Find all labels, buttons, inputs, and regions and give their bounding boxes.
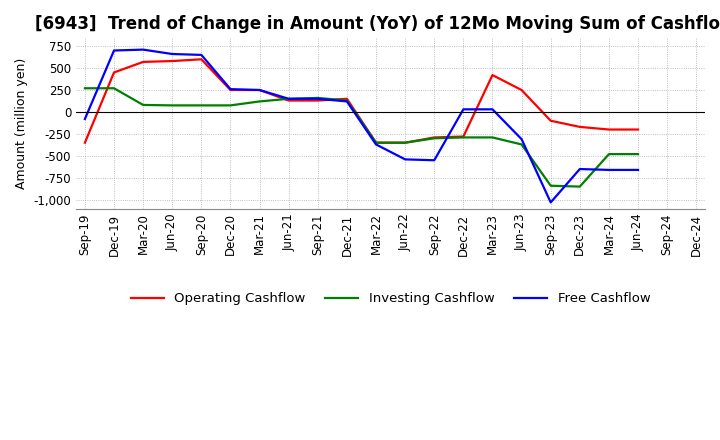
Operating Cashflow (488, 73, 497, 78)
Free Cashflow (605, 167, 613, 172)
Operating Cashflow (197, 57, 206, 62)
Line: Operating Cashflow: Operating Cashflow (85, 59, 638, 143)
Investing Cashflow (634, 151, 642, 157)
Free Cashflow (168, 51, 176, 57)
Operating Cashflow (401, 140, 410, 145)
Free Cashflow (256, 88, 264, 93)
Investing Cashflow (109, 86, 118, 91)
Investing Cashflow (546, 183, 555, 188)
Investing Cashflow (284, 96, 293, 102)
Operating Cashflow (139, 59, 148, 65)
Legend: Operating Cashflow, Investing Cashflow, Free Cashflow: Operating Cashflow, Investing Cashflow, … (125, 287, 656, 311)
Free Cashflow (430, 158, 438, 163)
Operating Cashflow (81, 140, 89, 145)
Investing Cashflow (488, 135, 497, 140)
Operating Cashflow (372, 140, 380, 145)
Investing Cashflow (605, 151, 613, 157)
Line: Investing Cashflow: Investing Cashflow (85, 88, 638, 187)
Y-axis label: Amount (million yen): Amount (million yen) (15, 57, 28, 189)
Free Cashflow (139, 47, 148, 52)
Operating Cashflow (109, 70, 118, 75)
Free Cashflow (372, 142, 380, 147)
Operating Cashflow (517, 88, 526, 93)
Operating Cashflow (313, 98, 322, 103)
Free Cashflow (401, 157, 410, 162)
Operating Cashflow (284, 98, 293, 103)
Operating Cashflow (459, 134, 468, 139)
Free Cashflow (459, 106, 468, 112)
Free Cashflow (634, 167, 642, 172)
Operating Cashflow (575, 124, 584, 129)
Operating Cashflow (168, 59, 176, 64)
Investing Cashflow (459, 135, 468, 140)
Operating Cashflow (226, 88, 235, 93)
Operating Cashflow (343, 96, 351, 102)
Operating Cashflow (634, 127, 642, 132)
Title: [6943]  Trend of Change in Amount (YoY) of 12Mo Moving Sum of Cashflows: [6943] Trend of Change in Amount (YoY) o… (35, 15, 720, 33)
Investing Cashflow (401, 140, 410, 145)
Free Cashflow (81, 116, 89, 121)
Free Cashflow (488, 106, 497, 112)
Operating Cashflow (256, 88, 264, 93)
Free Cashflow (575, 166, 584, 172)
Line: Free Cashflow: Free Cashflow (85, 50, 638, 202)
Operating Cashflow (546, 118, 555, 123)
Investing Cashflow (197, 103, 206, 108)
Free Cashflow (343, 99, 351, 104)
Investing Cashflow (226, 103, 235, 108)
Free Cashflow (517, 136, 526, 142)
Investing Cashflow (575, 184, 584, 189)
Investing Cashflow (372, 140, 380, 145)
Free Cashflow (313, 96, 322, 102)
Investing Cashflow (168, 103, 176, 108)
Free Cashflow (546, 200, 555, 205)
Operating Cashflow (430, 135, 438, 140)
Free Cashflow (226, 87, 235, 92)
Investing Cashflow (256, 99, 264, 104)
Investing Cashflow (313, 95, 322, 101)
Investing Cashflow (139, 103, 148, 108)
Investing Cashflow (81, 86, 89, 91)
Investing Cashflow (517, 142, 526, 147)
Free Cashflow (109, 48, 118, 53)
Free Cashflow (197, 52, 206, 58)
Free Cashflow (284, 96, 293, 102)
Operating Cashflow (605, 127, 613, 132)
Investing Cashflow (430, 136, 438, 141)
Investing Cashflow (343, 98, 351, 103)
